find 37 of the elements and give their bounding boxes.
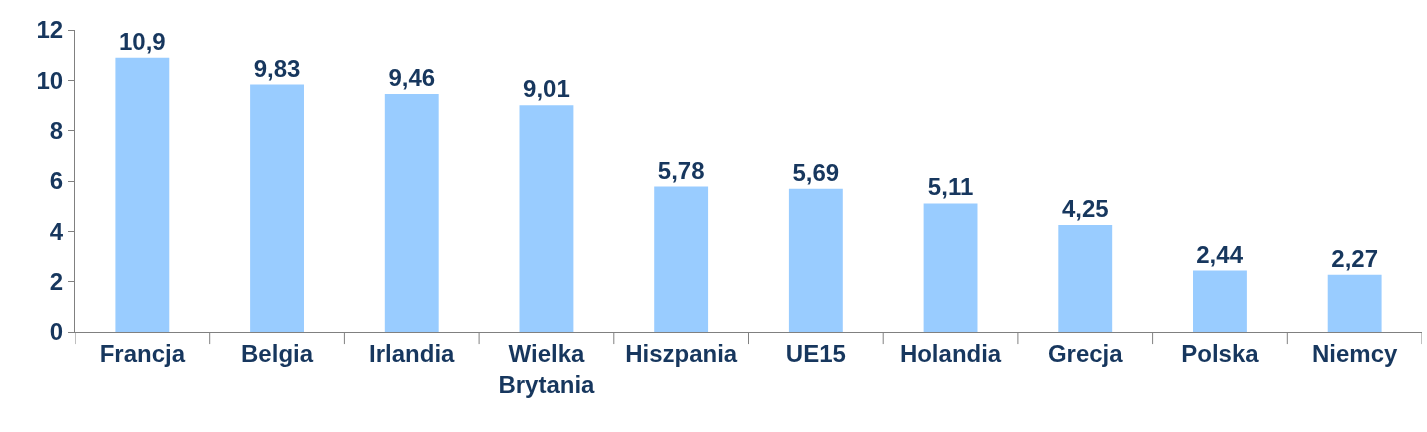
data-label: 9,83 [253, 54, 301, 82]
x-tick-label: Belgia [241, 339, 314, 367]
data-label: 5,69 [792, 158, 840, 186]
data-label: 2,27 [1331, 244, 1379, 272]
x-tick-label: UE15 [785, 339, 846, 367]
x-tick-label: Grecja [1047, 339, 1124, 367]
bar [519, 105, 574, 332]
data-label: 9,01 [523, 75, 570, 103]
x-tick-label: Wielka Brytania [498, 339, 596, 398]
bar [654, 186, 709, 332]
bar [923, 203, 978, 332]
data-label: 10,9 [118, 27, 166, 55]
bar [115, 57, 170, 332]
bar [384, 93, 439, 332]
data-label: 5,78 [657, 156, 705, 184]
x-tick-label: Francja [99, 339, 186, 367]
x-tick-label: Holandia [899, 339, 1002, 367]
bar [250, 84, 304, 332]
bar [788, 188, 843, 332]
bar [1058, 225, 1113, 332]
y-tick-label: 6 [49, 167, 64, 195]
x-tick-label: Irlandia [369, 339, 456, 367]
y-tick-label: 4 [49, 217, 64, 245]
y-tick-label: 8 [49, 117, 64, 145]
y-tick-label: 10 [36, 66, 64, 94]
x-tick-label: Hiszpania [625, 339, 738, 367]
x-tick-label: Polska [1181, 339, 1260, 367]
y-tick-label: 2 [49, 268, 64, 296]
bar [1193, 270, 1247, 332]
x-tick-label: Niemcy [1311, 339, 1398, 367]
bar [1327, 274, 1382, 332]
data-label: 4,25 [1061, 195, 1109, 223]
y-tick-label: 0 [49, 318, 64, 346]
data-label: 2,44 [1196, 240, 1244, 268]
data-label: 5,11 [927, 173, 974, 201]
data-label: 9,46 [388, 63, 436, 91]
y-tick-label: 12 [36, 16, 64, 44]
